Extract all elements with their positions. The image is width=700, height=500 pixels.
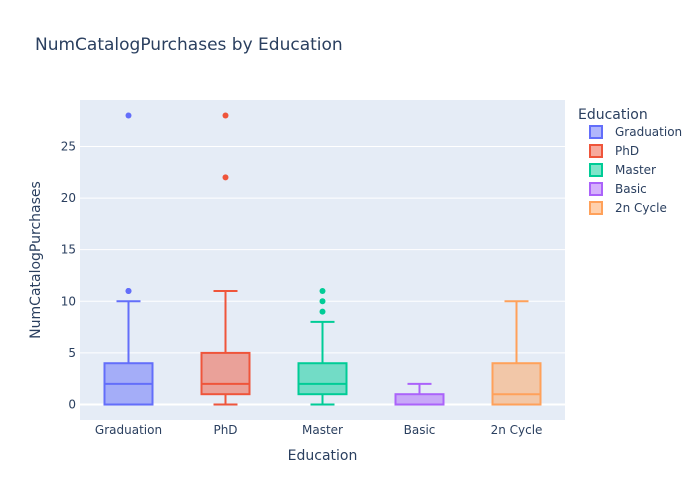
y-tick-label: 20 bbox=[61, 191, 76, 205]
y-tick-label: 0 bbox=[68, 398, 76, 412]
legend-item: 2n Cycle bbox=[589, 201, 667, 215]
legend: Education Graduation PhD Master Basic 2n Cyc… bbox=[578, 107, 682, 215]
x-tick-label: PhD bbox=[213, 423, 237, 437]
outlier-point bbox=[125, 112, 132, 119]
box-iqr bbox=[491, 362, 542, 406]
chart-title: NumCatalogPurchases by Education bbox=[35, 35, 343, 55]
box-graduation bbox=[103, 112, 154, 406]
legend-title: Education bbox=[578, 107, 648, 123]
legend-swatch bbox=[589, 144, 603, 158]
legend-item: Basic bbox=[589, 182, 647, 196]
legend-swatch bbox=[589, 163, 603, 177]
box-master bbox=[297, 287, 348, 406]
legend-label: PhD bbox=[615, 144, 639, 158]
outlier-point bbox=[319, 287, 326, 294]
box-iqr bbox=[394, 393, 445, 406]
legend-swatch bbox=[589, 125, 603, 139]
y-axis-label: NumCatalogPurchases bbox=[28, 181, 44, 339]
box-basic bbox=[394, 382, 445, 406]
outlier-point bbox=[125, 287, 132, 294]
y-tick-label: 15 bbox=[61, 243, 76, 257]
x-tick-label: Basic bbox=[404, 423, 436, 437]
legend-item: Master bbox=[589, 163, 656, 177]
box-iqr bbox=[200, 351, 251, 396]
legend-swatch bbox=[589, 182, 603, 196]
y-tick-label: 25 bbox=[61, 139, 76, 153]
legend-label: Master bbox=[615, 163, 656, 177]
outlier-point bbox=[319, 308, 326, 315]
legend-swatch bbox=[589, 201, 603, 215]
box-phd bbox=[200, 112, 251, 406]
legend-label: 2n Cycle bbox=[615, 201, 667, 215]
outlier-point bbox=[222, 174, 229, 181]
box-2n-cycle bbox=[491, 300, 542, 406]
boxes bbox=[103, 112, 542, 406]
x-tick-label: Master bbox=[302, 423, 343, 437]
legend-item: Graduation bbox=[589, 125, 682, 139]
y-tick-label: 10 bbox=[61, 294, 76, 308]
y-axis-ticks: 0 5 10 15 20 25 bbox=[61, 139, 76, 411]
legend-label: Basic bbox=[615, 182, 647, 196]
x-tick-label: 2n Cycle bbox=[491, 423, 543, 437]
box-iqr bbox=[297, 362, 348, 396]
x-tick-label: Graduation bbox=[95, 423, 162, 437]
x-axis-label: Education bbox=[288, 448, 358, 464]
outlier-point bbox=[319, 298, 326, 305]
y-tick-label: 5 bbox=[68, 346, 76, 360]
legend-item: PhD bbox=[589, 144, 639, 158]
legend-label: Graduation bbox=[615, 125, 682, 139]
outlier-point bbox=[222, 112, 229, 119]
x-axis-ticks: Graduation PhD Master Basic 2n Cycle bbox=[95, 423, 543, 437]
